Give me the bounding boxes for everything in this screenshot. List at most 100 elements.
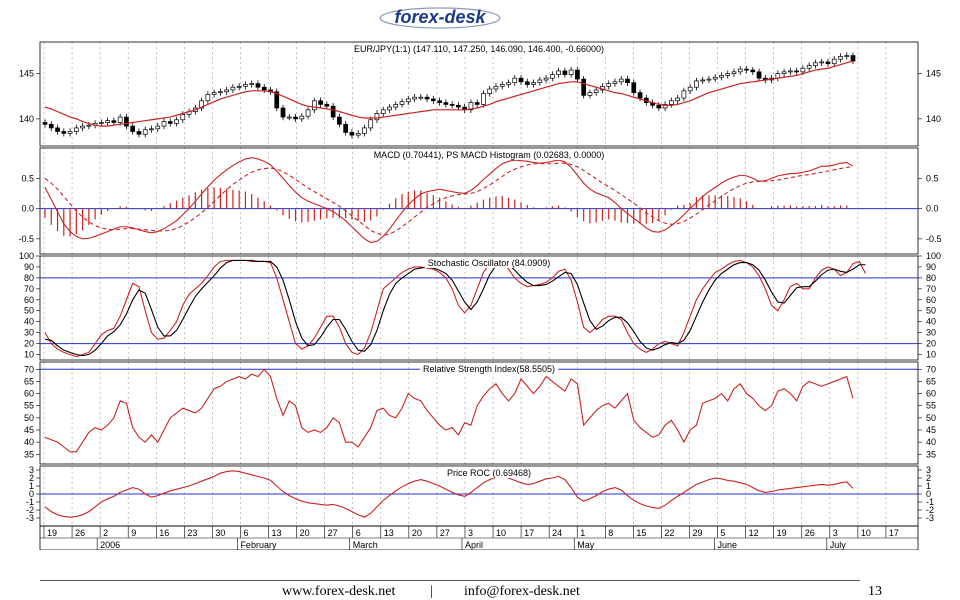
candle-up — [174, 119, 179, 124]
candle-up — [249, 83, 255, 85]
x-tick-label: 22 — [664, 528, 674, 538]
footer-separator: | — [430, 584, 433, 599]
candle-up — [142, 129, 148, 135]
x-tick-label: 13 — [384, 528, 394, 538]
x-tick-label: 3 — [833, 528, 838, 538]
candle — [268, 86, 273, 95]
y-tick-label-right: 65 — [926, 376, 936, 386]
candle-up — [155, 125, 161, 130]
candle-up — [537, 79, 543, 84]
chart-panel-1: 140 140 145 145 EUR/JPY(1:1) (147.110, 147.2… — [19, 41, 941, 147]
indicator-line — [44, 368, 854, 453]
candle — [838, 53, 843, 63]
y-tick-label-right: 140 — [926, 114, 941, 124]
y-tick-label-left: 50 — [24, 413, 34, 423]
x-tick-label: 10 — [496, 528, 506, 538]
candle — [412, 94, 417, 103]
candle — [311, 97, 317, 113]
footer-rule — [40, 580, 860, 581]
candle-up — [725, 73, 731, 76]
candle — [199, 97, 204, 112]
candle-up — [694, 80, 699, 88]
month-label: March — [353, 540, 378, 550]
candle — [731, 68, 737, 77]
candle — [474, 99, 480, 108]
panel-title-bg — [443, 467, 535, 478]
candle — [130, 122, 136, 135]
y-tick-label-left: 100 — [19, 251, 34, 261]
y-tick-label-left: -2 — [26, 505, 34, 515]
x-tick-label: 6 — [356, 528, 361, 538]
x-tick-label: 2 — [103, 528, 108, 538]
candle-up — [838, 56, 843, 60]
candle — [293, 113, 298, 123]
candle-up — [788, 70, 793, 73]
indicator-line — [44, 157, 854, 244]
y-tick-label-right: -3 — [926, 513, 934, 523]
candle — [261, 84, 267, 94]
x-tick-label: 9 — [131, 528, 136, 538]
x-tick-label: 8 — [608, 528, 613, 538]
candle — [744, 65, 749, 74]
indicator-line — [44, 470, 854, 518]
y-tick-label-right: 145 — [926, 69, 941, 79]
candle — [355, 130, 361, 139]
candle-up — [813, 62, 818, 66]
candle-up — [593, 89, 599, 93]
x-tick-label: 12 — [749, 528, 759, 538]
candle — [762, 75, 768, 84]
candle — [650, 99, 655, 109]
forex-chart: 19 26 2 9 16 23 30 6 13 20 27 6 13 20 27 3 10 17 24 1 8 15 22 2… — [18, 41, 942, 550]
page-number: 13 — [868, 584, 882, 599]
candle-down — [111, 120, 117, 123]
footer-email-link[interactable]: info@forex-desk.net — [464, 584, 580, 599]
candle-down — [124, 116, 129, 127]
candle — [330, 103, 336, 121]
y-tick-label-left: 45 — [24, 425, 34, 435]
candle-up — [180, 113, 186, 121]
y-tick-label-right: 10 — [926, 350, 936, 360]
candle — [700, 76, 706, 85]
candle-up — [712, 76, 718, 80]
candle-down — [656, 104, 662, 109]
candle-up — [362, 127, 367, 134]
candle-up — [481, 93, 486, 105]
y-tick-label-left: 90 — [24, 262, 34, 272]
y-tick-label-left: 20 — [24, 339, 34, 349]
forex-desk-logo: forex-desk — [379, 7, 501, 29]
candle-down — [637, 92, 643, 99]
candle-up — [230, 86, 236, 91]
candle-up — [380, 109, 386, 114]
candle-up — [305, 109, 311, 117]
footer-website-link[interactable]: www.forex-desk.net — [282, 584, 396, 599]
candle — [543, 75, 549, 84]
candle-down — [581, 78, 587, 96]
candle-up — [831, 58, 837, 65]
candle — [481, 90, 486, 108]
candle-up — [286, 116, 292, 119]
x-tick-label: 1 — [580, 528, 585, 538]
candle — [399, 98, 405, 108]
candle — [61, 128, 67, 137]
candle-down — [449, 104, 455, 106]
candle-up — [355, 132, 361, 136]
y-tick-label-left: 10 — [24, 350, 34, 360]
candle-up — [587, 92, 593, 96]
candle-up — [618, 78, 624, 83]
candle-down — [575, 69, 580, 80]
candle-down — [61, 131, 67, 134]
y-tick-label-right: 90 — [926, 262, 936, 272]
candle — [155, 122, 161, 132]
candle — [681, 87, 687, 102]
y-tick-label-right: 80 — [926, 273, 936, 283]
y-tick-label-left: 80 — [24, 273, 34, 283]
candle — [449, 101, 455, 109]
y-tick-label-right: 55 — [926, 401, 936, 411]
candle — [518, 75, 524, 85]
candle — [581, 75, 587, 99]
y-tick-label-left: -1 — [26, 497, 34, 507]
candle — [775, 70, 781, 82]
candle-down — [136, 131, 142, 135]
month-label: July — [830, 540, 847, 550]
